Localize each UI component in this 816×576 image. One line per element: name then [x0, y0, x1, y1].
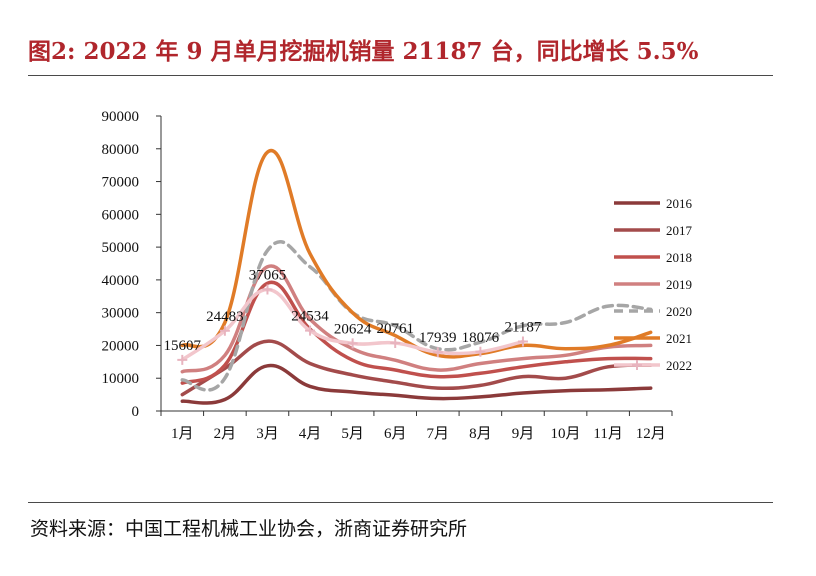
data-label: 15607	[164, 338, 202, 354]
series-line-2016	[180, 363, 653, 405]
top-rule	[28, 75, 773, 76]
data-point-2022	[432, 347, 443, 358]
x-tick-label: 6月	[384, 426, 407, 442]
data-label: 24534	[291, 309, 329, 325]
x-tick-label: 3月	[256, 426, 279, 442]
source-note: 资料来源：中国工程机械工业协会，浙商证券研究所	[30, 518, 468, 540]
y-tick-label: 0	[132, 404, 140, 420]
y-tick-label: 10000	[102, 371, 140, 387]
data-point-2022	[475, 346, 486, 357]
x-tick-label: 12月	[636, 426, 666, 442]
y-tick-label: 80000	[102, 142, 140, 158]
data-point-2022	[177, 354, 188, 365]
legend-marker-2022	[632, 360, 642, 370]
series-line-2021	[180, 148, 653, 359]
data-label: 20761	[376, 321, 414, 337]
y-tick-label: 70000	[102, 175, 140, 191]
x-tick-label: 8月	[469, 426, 492, 442]
data-point-2022	[262, 284, 273, 295]
data-point-2022	[219, 325, 230, 336]
bottom-rule	[28, 502, 773, 503]
x-tick-label: 2月	[214, 426, 237, 442]
data-point-2022	[347, 338, 358, 349]
data-label: 20624	[334, 321, 372, 337]
x-tick-label: 1月	[171, 426, 194, 442]
y-tick-label: 40000	[102, 273, 140, 289]
data-label: 17939	[419, 330, 457, 346]
chart-axes: 0 10000 20000 30000 40000 50000 60000 70000 8000…	[102, 109, 673, 442]
data-point-2022	[305, 325, 316, 336]
line-chart: 0 10000 20000 30000 40000 50000 60000 70000 8000…	[102, 109, 693, 442]
legend-label-2019: 2019	[666, 277, 692, 292]
y-tick-label: 50000	[102, 240, 140, 256]
x-tick-label: 9月	[512, 426, 535, 442]
chart-markers	[177, 284, 528, 365]
data-label: 24483	[206, 309, 244, 325]
x-tick-label: 10月	[551, 426, 581, 442]
legend-label-2022: 2022	[666, 358, 692, 373]
data-point-2022	[517, 336, 528, 347]
series-line-2018	[180, 280, 653, 385]
figure-title: 图2: 2022 年 9 月单月挖掘机销量 21187 台，同比增长 5.5%	[28, 38, 699, 65]
chart-legend: 2016 2017 2018 2019 2020 2021 2022	[614, 196, 693, 373]
data-point-2022	[390, 337, 401, 348]
data-label: 37065	[249, 268, 287, 284]
legend-label-2021: 2021	[666, 331, 692, 346]
y-tick-label: 20000	[102, 338, 140, 354]
legend-label-2016: 2016	[666, 196, 693, 211]
data-label: 21187	[504, 320, 541, 336]
y-tick-label: 90000	[102, 109, 140, 125]
x-tick-label: 11月	[593, 426, 622, 442]
x-tick-label: 7月	[427, 426, 450, 442]
x-tick-label: 4月	[299, 426, 322, 442]
legend-label-2017: 2017	[666, 223, 693, 238]
series-line-2020	[180, 240, 653, 392]
series-line-2017	[180, 339, 653, 397]
x-tick-label: 5月	[341, 426, 364, 442]
data-label: 18076	[462, 330, 500, 346]
y-tick-label: 60000	[102, 207, 140, 223]
legend-label-2018: 2018	[666, 250, 692, 265]
legend-label-2020: 2020	[666, 304, 692, 319]
y-tick-label: 30000	[102, 306, 140, 322]
